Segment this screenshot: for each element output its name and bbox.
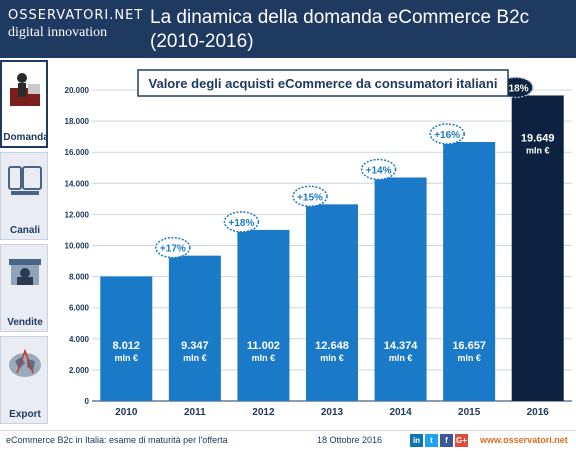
y-tick-label: 6.000: [69, 304, 90, 313]
devices-icon: [8, 166, 42, 195]
social-links: in t f G+: [410, 434, 468, 447]
sidebar: Domanda Canali Vendite Export: [0, 58, 50, 432]
growth-label: +17%: [160, 244, 186, 255]
bar-value-label: 12.648: [315, 340, 349, 352]
sidebar-item-label: Canali: [9, 225, 40, 236]
x-tick-label: 2015: [458, 407, 481, 418]
y-tick-label: 4.000: [69, 335, 90, 344]
y-tick-label: 12.000: [65, 210, 90, 219]
x-tick-label: 2012: [252, 407, 275, 418]
bar-unit-label: mln €: [183, 353, 207, 363]
bar-2011: [168, 255, 221, 401]
y-tick-label: 2.000: [69, 366, 90, 375]
footer-url-link[interactable]: www.osservatori.net: [480, 435, 568, 445]
x-tick-label: 2011: [184, 407, 206, 418]
googleplus-icon[interactable]: G+: [455, 434, 468, 447]
growth-badge: [155, 236, 191, 259]
x-tick-label: 2016: [527, 407, 550, 418]
x-tick-label: 2013: [321, 407, 344, 418]
bar-2015: [443, 141, 496, 401]
bar-unit-label: mln €: [320, 353, 344, 363]
bar-value-label: 16.657: [452, 340, 486, 352]
twitter-icon[interactable]: t: [425, 434, 438, 447]
page-title-line1: La dinamica della domanda eCommerce B2c: [150, 7, 530, 28]
sidebar-item-domanda[interactable]: Domanda: [0, 60, 48, 148]
bar-chart: 0 2.000 4.000 6.000 8.000 10.000 12.000 14.000 1…: [65, 69, 572, 418]
x-tick-label: 2014: [389, 407, 412, 418]
y-tick-label: 14.000: [65, 179, 90, 188]
chart-area: 0 2.000 4.000 6.000 8.000 10.000 12.000 14.000 1…: [50, 58, 576, 430]
growth-label: +18%: [228, 218, 254, 229]
bar-value-label: 19.649: [521, 132, 555, 144]
chart-title: Valore degli acquisti eCommerce da consu…: [149, 76, 498, 91]
y-axis-ticks: 0 2.000 4.000 6.000 8.000 10.000 12.000 14.000 1…: [65, 86, 90, 406]
bar-2014: [374, 177, 427, 401]
growth-badge: [360, 158, 397, 181]
growth-badge: [292, 185, 328, 208]
x-axis-ticks: 2010 2011 2012 2013 2014 2015 2016: [115, 407, 549, 418]
storefront-icon: [9, 259, 41, 285]
y-tick-label: 10.000: [65, 242, 90, 251]
y-tick-label: 8.000: [69, 273, 90, 282]
y-tick-label: 20.000: [65, 86, 90, 95]
logo-bottom-text: digital innovation: [8, 25, 108, 40]
y-tick-label: 0: [85, 397, 90, 406]
bar-2016: [511, 95, 564, 401]
sidebar-item-canali[interactable]: Canali: [0, 152, 48, 240]
page-title-line2: (2010-2016): [150, 31, 254, 52]
x-tick-label: 2010: [115, 407, 138, 418]
header-bar: OSSERVATORI.NET digital innovation La di…: [0, 0, 576, 58]
footer-report-title: eCommerce B2c in Italia: esame di maturi…: [6, 435, 228, 445]
sidebar-item-label: Vendite: [7, 317, 43, 328]
y-tick-label: 18.000: [65, 117, 90, 126]
bar-value-label: 9.347: [181, 340, 209, 352]
chart-title-box: Valore degli acquisti eCommerce da consu…: [137, 69, 509, 97]
shopping-person-icon: [10, 73, 40, 106]
sidebar-item-vendite[interactable]: Vendite: [0, 244, 48, 332]
bar-unit-label: mln €: [389, 353, 413, 363]
sidebar-item-label: Domanda: [3, 132, 48, 143]
growth-badge: [429, 123, 465, 145]
growth-label: +16%: [434, 130, 460, 141]
bar-unit-label: mln €: [252, 353, 276, 363]
bar-2012: [237, 229, 290, 401]
page-title: La dinamica della domanda eCommerce B2c …: [150, 6, 570, 54]
growth-label: +18%: [503, 83, 529, 94]
bar-unit-label: mln €: [526, 145, 550, 155]
y-tick-label: 16.000: [65, 148, 90, 157]
bar-value-label: 11.002: [247, 340, 280, 352]
footer: eCommerce B2c in Italia: esame di maturi…: [0, 430, 576, 451]
world-map-icon: [9, 348, 41, 377]
linkedin-icon[interactable]: in: [410, 434, 423, 447]
facebook-icon[interactable]: f: [440, 434, 453, 447]
sidebar-item-export[interactable]: Export: [0, 336, 48, 424]
footer-date: 18 Ottobre 2016: [317, 435, 383, 445]
bar-unit-label: mln €: [115, 353, 139, 363]
osservatori-logo[interactable]: OSSERVATORI.NET digital innovation: [8, 8, 144, 41]
sidebar-item-label: Export: [9, 409, 41, 420]
growth-label: +14%: [366, 165, 392, 176]
bar-2010: [100, 276, 153, 401]
bar-unit-label: mln €: [457, 353, 481, 363]
bar-value-label: 14.374: [384, 340, 419, 352]
logo-top-text: OSSERVATORI.NET: [8, 8, 144, 23]
growth-badge: [223, 211, 260, 233]
growth-label: +15%: [297, 192, 323, 203]
bar-value-label: 8.012: [113, 340, 141, 352]
bar-2013: [306, 204, 358, 401]
